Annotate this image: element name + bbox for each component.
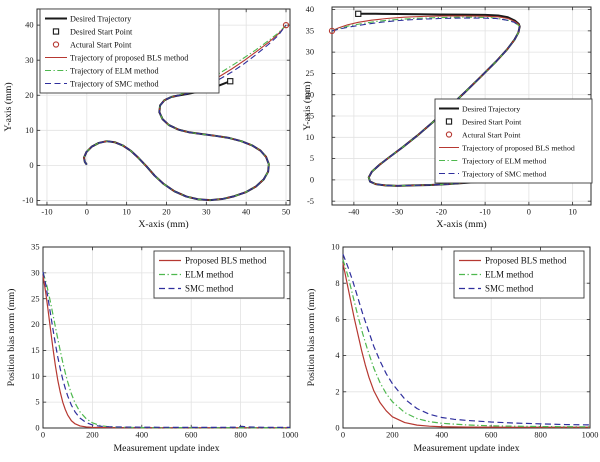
svg-text:10: 10 — [568, 208, 576, 217]
svg-text:6: 6 — [335, 315, 339, 324]
svg-text:Measurement update index: Measurement update index — [113, 443, 219, 454]
svg-text:X-axis (mm): X-axis (mm) — [436, 219, 486, 230]
svg-text:-40: -40 — [348, 208, 359, 217]
svg-text:Desired Trajectory: Desired Trajectory — [462, 104, 520, 113]
svg-text:Proposed BLS method: Proposed BLS method — [185, 255, 267, 265]
svg-text:20: 20 — [162, 208, 170, 217]
svg-text:200: 200 — [386, 431, 399, 440]
svg-text:0: 0 — [41, 431, 45, 440]
svg-text:600: 600 — [485, 431, 498, 440]
svg-text:35: 35 — [31, 243, 39, 252]
svg-text:30: 30 — [31, 268, 39, 277]
svg-text:30: 30 — [306, 48, 314, 57]
svg-text:Position bias norm (mm): Position bias norm (mm) — [6, 289, 17, 387]
svg-text:-20: -20 — [436, 208, 447, 217]
svg-text:0: 0 — [85, 208, 89, 217]
svg-text:Proposed BLS method: Proposed BLS method — [485, 255, 567, 265]
svg-text:-10: -10 — [480, 208, 491, 217]
svg-text:Trajectory of ELM method: Trajectory of ELM method — [70, 66, 159, 75]
svg-text:800: 800 — [534, 431, 547, 440]
svg-text:5: 5 — [310, 154, 314, 163]
subplot-bias-norm-right: 0 200 400 600 800 1000 0 2 4 6 8 10 Measurement upda… — [300, 231, 600, 462]
svg-text:Measurement update index: Measurement update index — [413, 443, 519, 454]
svg-text:Y-axis (mm): Y-axis (mm) — [3, 82, 14, 131]
svg-text:10: 10 — [331, 243, 339, 252]
svg-text:Trajectory of proposed BLS met: Trajectory of proposed BLS method — [70, 53, 188, 62]
svg-text:0: 0 — [35, 424, 39, 433]
svg-text:ELM method: ELM method — [185, 269, 234, 279]
bias-norm-plot-right-chart: 0 200 400 600 800 1000 0 2 4 6 8 10 Measurement upda… — [306, 243, 599, 454]
svg-text:40: 40 — [242, 208, 250, 217]
trajectory-plot-left-chart: -10 0 10 20 30 40 50 -10 0 10 20 30 40 X-axis (mm) Y-a… — [3, 8, 291, 230]
svg-text:0: 0 — [341, 431, 345, 440]
svg-text:15: 15 — [306, 112, 314, 121]
svg-text:Desired Start Point: Desired Start Point — [70, 27, 133, 36]
svg-text:800: 800 — [234, 431, 247, 440]
svg-text:10: 10 — [306, 133, 314, 142]
svg-text:50: 50 — [282, 208, 290, 217]
svg-text:40: 40 — [25, 21, 33, 30]
svg-text:SMC method: SMC method — [485, 283, 534, 293]
subplot-trajectory-left: -10 0 10 20 30 40 50 -10 0 10 20 30 40 X-axis (mm) Y-a… — [0, 0, 300, 231]
svg-text:600: 600 — [185, 431, 198, 440]
svg-text:30: 30 — [202, 208, 210, 217]
svg-text:-10: -10 — [22, 196, 33, 205]
svg-text:25: 25 — [31, 294, 39, 303]
svg-text:40: 40 — [306, 5, 314, 14]
svg-text:X-axis (mm): X-axis (mm) — [138, 219, 188, 230]
svg-text:-5: -5 — [307, 197, 314, 206]
svg-text:0: 0 — [527, 208, 531, 217]
svg-text:20: 20 — [306, 90, 314, 99]
svg-text:Actural Start Point: Actural Start Point — [70, 40, 132, 49]
svg-text:Trajectory of ELM method: Trajectory of ELM method — [462, 156, 546, 165]
svg-text:35: 35 — [306, 26, 314, 35]
svg-text:ELM method: ELM method — [485, 269, 534, 279]
svg-text:Trajectory of SMC method: Trajectory of SMC method — [462, 169, 546, 178]
svg-text:1000: 1000 — [582, 431, 599, 440]
svg-text:20: 20 — [25, 91, 33, 100]
svg-text:10: 10 — [31, 372, 39, 381]
svg-text:Position bias norm (mm): Position bias norm (mm) — [306, 289, 317, 387]
svg-text:400: 400 — [436, 431, 449, 440]
svg-text:8: 8 — [335, 279, 339, 288]
svg-text:Desired Trajectory: Desired Trajectory — [70, 14, 132, 23]
subplot-trajectory-right: -40 -30 -20 -10 0 10 -5 0 5 10 15 20 25 30 35 40 X-axis … — [300, 0, 600, 231]
svg-text:0: 0 — [310, 175, 314, 184]
svg-text:Actural Start Point: Actural Start Point — [462, 130, 521, 139]
svg-text:-10: -10 — [41, 208, 52, 217]
subplot-bias-norm-left: 0 200 400 600 800 1000 0 5 10 15 20 25 30 35 Measureme… — [0, 231, 300, 462]
svg-text:30: 30 — [25, 56, 33, 65]
svg-text:2: 2 — [335, 387, 339, 396]
svg-text:Y-axis (mm): Y-axis (mm) — [302, 81, 313, 130]
svg-text:10: 10 — [122, 208, 130, 217]
svg-text:4: 4 — [335, 351, 340, 360]
svg-text:200: 200 — [86, 431, 99, 440]
svg-text:5: 5 — [35, 398, 39, 407]
svg-text:15: 15 — [31, 346, 39, 355]
svg-text:400: 400 — [136, 431, 149, 440]
svg-text:0: 0 — [335, 424, 339, 433]
svg-text:20: 20 — [31, 320, 39, 329]
trajectory-plot-right-chart: -40 -30 -20 -10 0 10 -5 0 5 10 15 20 25 30 35 40 X-axis … — [302, 5, 593, 230]
svg-text:10: 10 — [25, 126, 33, 135]
svg-text:-30: -30 — [392, 208, 403, 217]
svg-text:Desired Start Point: Desired Start Point — [462, 117, 522, 126]
svg-text:Trajectory of proposed BLS met: Trajectory of proposed BLS method — [462, 143, 575, 152]
svg-text:Trajectory of SMC method: Trajectory of SMC method — [70, 79, 159, 88]
svg-text:0: 0 — [29, 161, 33, 170]
svg-text:SMC method: SMC method — [185, 283, 234, 293]
bias-norm-plot-left-chart: 0 200 400 600 800 1000 0 5 10 15 20 25 30 35 Measureme… — [6, 243, 299, 454]
svg-text:25: 25 — [306, 69, 314, 78]
svg-text:1000: 1000 — [282, 431, 299, 440]
